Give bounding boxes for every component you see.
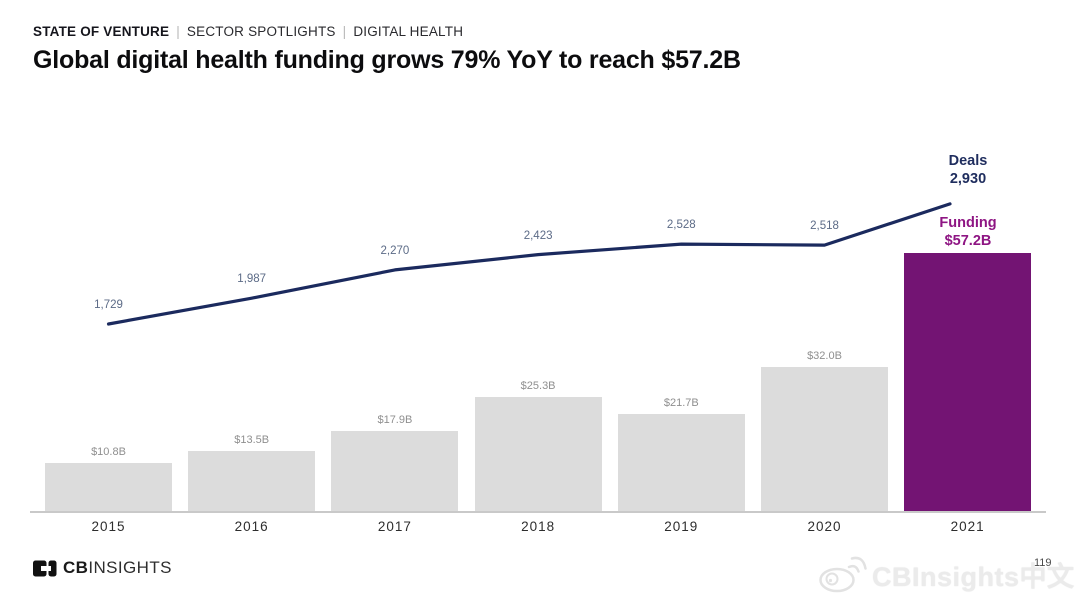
weibo-icon [819,556,867,593]
deals-value-label-2018: 2,423 [523,229,553,242]
funding-bar-2017 [331,430,459,512]
deals-value-label-2020: 2,518 [810,220,839,233]
year-label-2015: 2015 [91,519,126,534]
year-label-2017: 2017 [377,519,412,534]
funding-bar-2021 [904,252,1032,512]
funding-bar-2018 [474,397,602,512]
deals-annotation: Deals 2,930 [906,152,1030,188]
funding-value-label-2016: $13.5B [234,433,270,446]
deals-annotation-value: 2,930 [949,171,987,187]
page-title: Global digital health funding grows 79% … [33,46,741,74]
year-label-2020: 2020 [807,519,842,534]
year-label-2016: 2016 [234,519,269,534]
funding-value-label-2020: $32.0B [807,350,842,363]
funding-bar-2019 [617,413,745,512]
funding-annotation: Funding $57.2B [906,214,1030,250]
cbinsights-logo: CBINSIGHTS [33,558,172,578]
deals-value-label-2019: 2,528 [666,219,696,232]
deals-value-label-2016: 1,987 [237,273,267,286]
x-axis-line [30,511,1046,513]
funding-annotation-title: Funding [939,215,997,231]
funding-value-label-2015: $10.8B [91,446,126,459]
funding-bar-2015 [45,463,172,512]
logo-insights: INSIGHTS [88,558,172,577]
year-label-2019: 2019 [664,519,699,534]
funding-annotation-value: $57.2B [944,233,992,249]
cbinsights-logo-mark [33,560,57,576]
kicker-separator: | [342,24,347,39]
kicker-separator: | [176,24,180,39]
breadcrumb: STATE OF VENTURE | SECTOR SPOTLIGHTS | DIGIT… [33,24,463,39]
funding-value-label-2018: $25.3B [520,380,556,393]
cbinsights-logo-text: CBINSIGHTS [63,558,172,578]
watermark-text: CBInsights中文 [872,561,1075,592]
kicker-topic: DIGITAL HEALTH [353,24,464,39]
deals-value-label-2017: 2,270 [380,244,410,257]
deals-annotation-title: Deals [948,153,988,169]
logo-cb: CB [63,558,89,577]
funding-bar-2016 [188,450,316,512]
funding-value-label-2019: $21.7B [663,396,699,409]
kicker-section: SECTOR SPOTLIGHTS [186,24,336,39]
year-label-2018: 2018 [521,519,556,534]
page-number: 119 [1034,557,1052,569]
funding-value-label-2017: $17.9B [377,413,413,426]
deals-value-label-2015: 1,729 [94,299,123,311]
watermark: CBInsights中文 [816,552,1075,596]
kicker-report: STATE OF VENTURE [33,24,170,39]
year-label-2021: 2021 [950,519,985,534]
funding-bar-2020 [761,367,888,512]
